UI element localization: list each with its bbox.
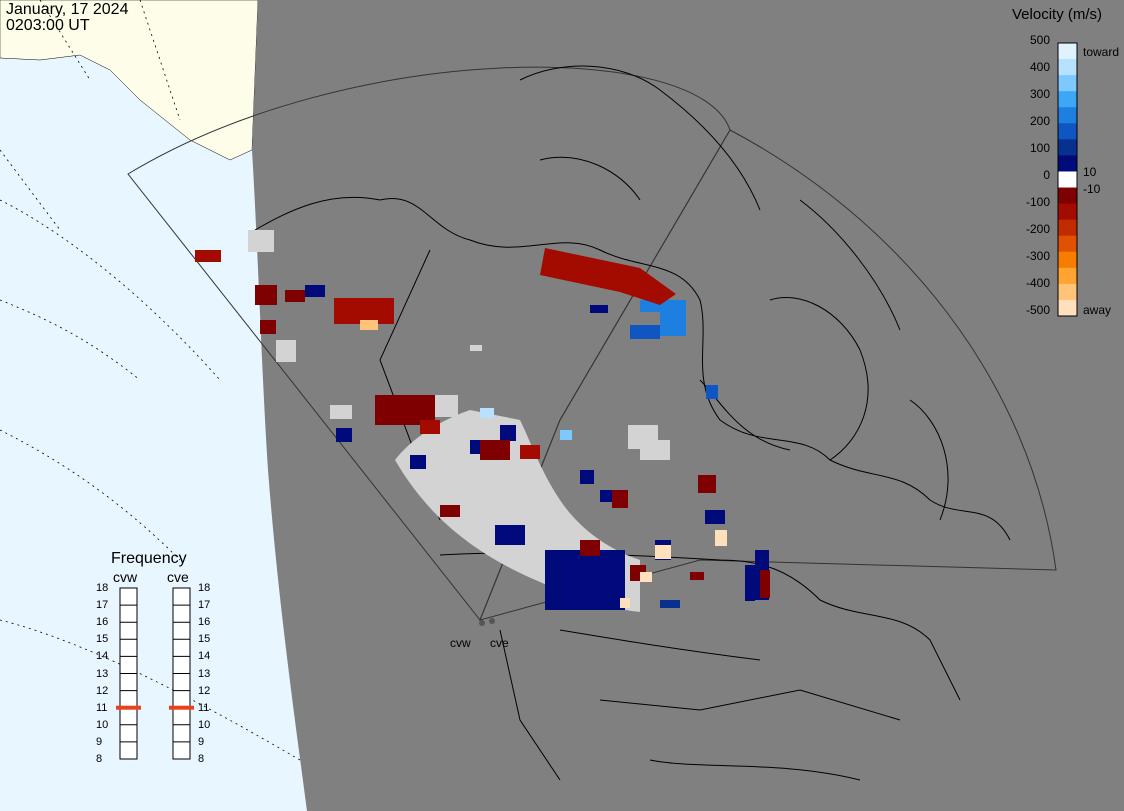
velocity-away-label: away — [1083, 303, 1112, 317]
velocity-scale-band — [1058, 123, 1077, 140]
cvw-frequency-tick-label: 12 — [96, 684, 109, 697]
velocity-scale-band — [1058, 219, 1077, 237]
cvw-frequency-marker — [116, 705, 141, 710]
map-time: 0203:00 UT — [6, 17, 90, 34]
velocity-legend-title: Velocity (m/s) — [1012, 6, 1103, 23]
cve-frequency-marker — [169, 705, 194, 710]
velocity-tick-label: -400 — [1025, 276, 1050, 290]
cve-frequency-tick-label: 15 — [198, 633, 211, 646]
away-velocity-cells — [195, 248, 770, 608]
cve-frequency-tick-label: 9 — [198, 735, 205, 748]
cve-frequency-tick-label: 12 — [198, 684, 211, 697]
cvw-frequency-tick-label: 16 — [96, 616, 109, 629]
cve-frequency-tick-label: 8 — [198, 753, 205, 765]
cvw-frequency-tick-label: 10 — [96, 718, 109, 731]
velocity-scale-band — [1058, 59, 1077, 76]
cvw-frequency-tick-label: 13 — [96, 667, 109, 680]
velocity-tick-label: -300 — [1025, 249, 1050, 263]
velocity-tick-label: 200 — [1029, 114, 1050, 128]
velocity-small-tick-neg: -10 — [1083, 182, 1101, 196]
velocity-scale-band — [1058, 139, 1077, 156]
cvw-frequency-tick-label: 8 — [96, 753, 103, 765]
map-region — [252, 0, 1124, 811]
cvw-frequency-tick-label: 11 — [96, 701, 108, 714]
cvw-radar-label: cvw — [113, 569, 138, 585]
cve-frequency-tick-label: 10 — [198, 718, 211, 731]
velocity-small-tick-pos: 10 — [1083, 165, 1097, 179]
cve-frequency-tick-label: 17 — [198, 599, 211, 612]
velocity-scale-band — [1058, 299, 1077, 317]
cve-frequency-tick-label: 14 — [198, 650, 211, 663]
cve-frequency-tick-label: 18 — [198, 582, 211, 594]
velocity-color-scale — [1058, 43, 1077, 317]
cvw-frequency-tick-label: 9 — [96, 735, 103, 748]
velocity-scale-band — [1058, 91, 1077, 108]
frequency-bars — [116, 587, 194, 760]
velocity-scale-band — [1058, 203, 1077, 221]
cvw-frequency-tick-label: 17 — [96, 599, 109, 612]
velocity-tick-label: 100 — [1029, 141, 1050, 155]
velocity-scale-band — [1058, 171, 1077, 189]
velocity-tick-label: -100 — [1025, 195, 1050, 209]
toward-velocity-cells — [305, 268, 769, 610]
map-date: January, 17 2024 — [6, 1, 129, 18]
radar-site-cvw — [479, 620, 485, 626]
velocity-tick-label: 0 — [1043, 168, 1050, 182]
cvw-frequency-tick-label: 14 — [96, 650, 109, 663]
cve-frequency-tick-label: 11 — [198, 701, 210, 714]
cvw-frequency-tick-label: 15 — [96, 633, 109, 646]
radar-site-cve — [489, 618, 495, 624]
cve-radar-label: cve — [167, 569, 189, 585]
velocity-tick-label: 400 — [1029, 60, 1050, 74]
velocity-scale-band — [1058, 43, 1077, 60]
velocity-scale-band — [1058, 75, 1077, 92]
frequency-panel-title: Frequency — [111, 550, 187, 567]
velocity-scale-band — [1058, 267, 1077, 285]
velocity-scale-border — [1057, 42, 1078, 317]
velocity-tick-label: 500 — [1029, 33, 1050, 47]
velocity-scale-band — [1058, 187, 1077, 205]
site-label-cvw: cvw — [450, 636, 471, 650]
velocity-toward-label: toward — [1083, 45, 1120, 59]
velocity-scale-band — [1058, 235, 1077, 253]
velocity-scale-band — [1058, 155, 1077, 172]
cve-frequency-tick-label: 16 — [198, 616, 211, 629]
radar-fov — [127, 66, 1057, 621]
velocity-scale-band — [1058, 283, 1077, 301]
cve-frequency-tick-label: 13 — [198, 667, 211, 680]
velocity-tick-label: -500 — [1025, 303, 1050, 317]
velocity-tick-label: -200 — [1025, 222, 1050, 236]
velocity-scale-band — [1058, 251, 1077, 269]
velocity-scale-band — [1058, 107, 1077, 124]
cvw-frequency-tick-label: 18 — [96, 582, 109, 594]
site-label-cve: cve — [490, 636, 509, 650]
velocity-tick-label: 300 — [1029, 87, 1050, 101]
